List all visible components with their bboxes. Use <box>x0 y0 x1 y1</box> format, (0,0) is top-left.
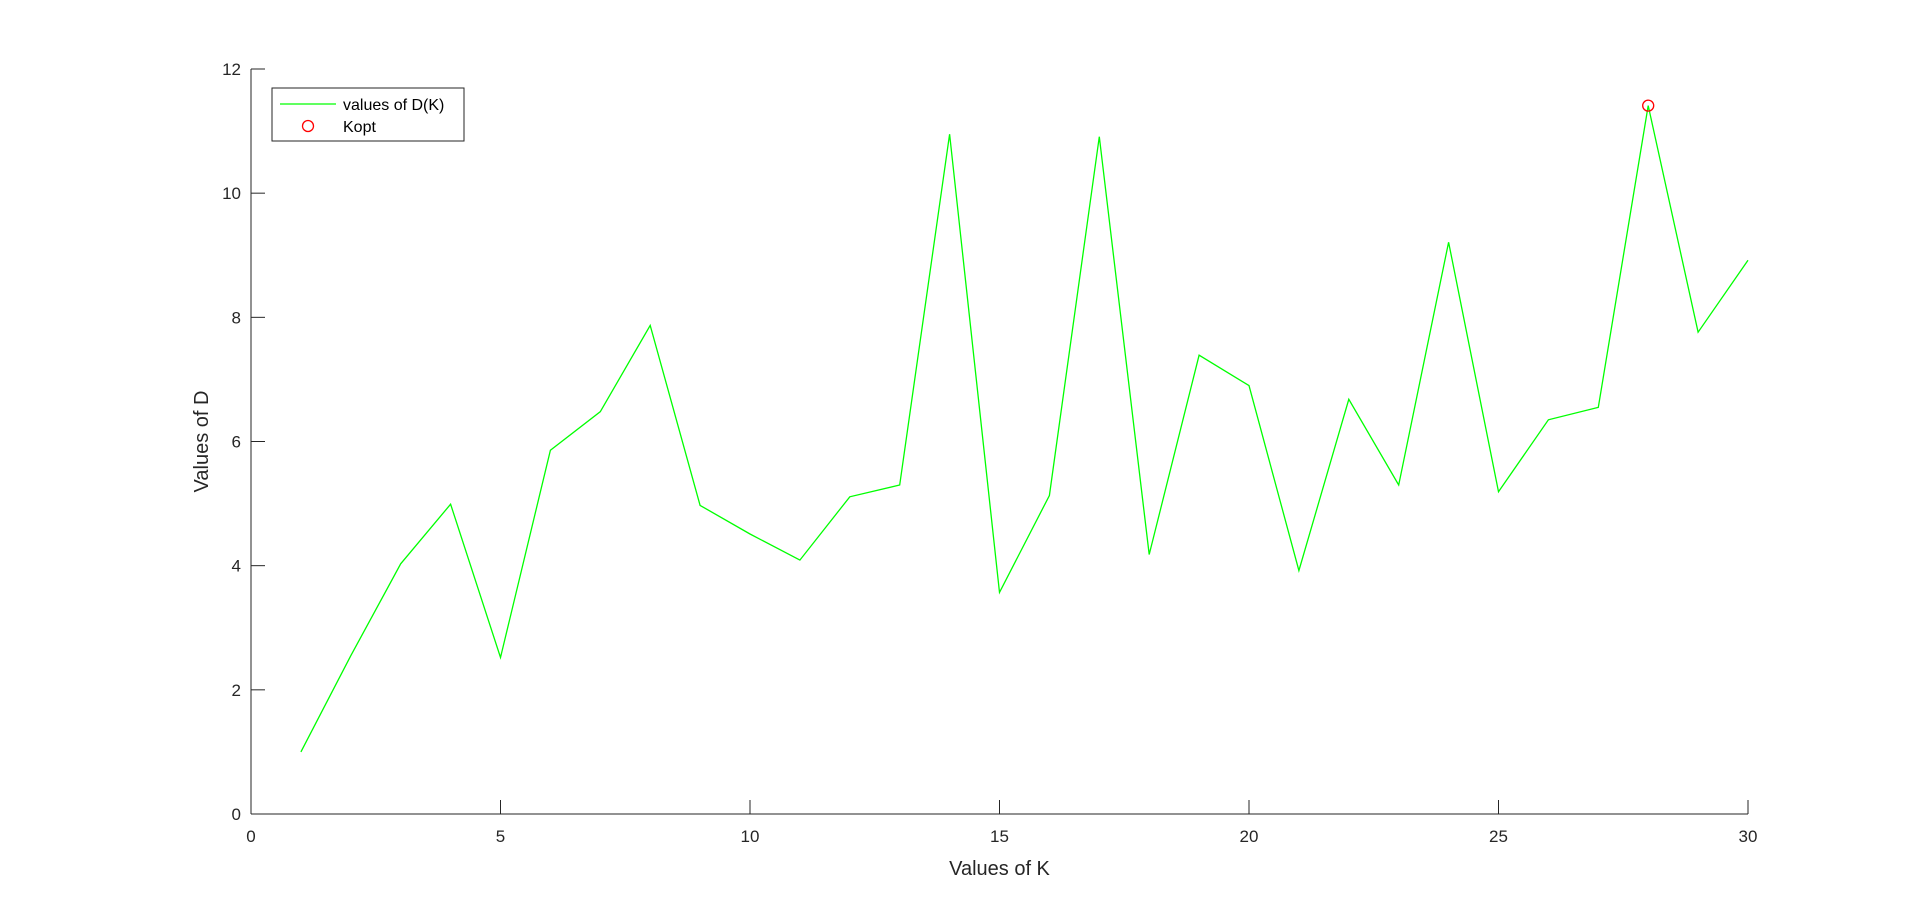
x-tick-label: 5 <box>496 827 505 846</box>
x-tick-label: 10 <box>741 827 760 846</box>
y-tick-label: 12 <box>222 60 241 79</box>
x-tick-label: 20 <box>1240 827 1259 846</box>
x-tick-label: 15 <box>990 827 1009 846</box>
y-tick-label: 4 <box>232 557 241 576</box>
y-tick-label: 6 <box>232 433 241 452</box>
y-tick-label: 2 <box>232 681 241 700</box>
axes-background <box>251 69 1748 814</box>
x-tick-label: 30 <box>1739 827 1758 846</box>
y-axis-title: Values of D <box>191 391 213 493</box>
x-tick-label: 25 <box>1489 827 1508 846</box>
legend-marker-swatch <box>301 119 315 133</box>
y-tick-label: 0 <box>232 805 241 824</box>
series-line <box>300 105 1749 753</box>
x-axis: 0 5 10 15 20 25 30 <box>246 800 1757 846</box>
legend: values of D(K) Kopt <box>271 87 465 142</box>
legend-entry-label: values of D(K) <box>343 97 444 114</box>
y-tick-label: 8 <box>232 308 241 327</box>
x-tick-label: 0 <box>246 827 255 846</box>
x-axis-title: Values of K <box>949 858 1050 880</box>
series-layer <box>300 99 1749 753</box>
kopt-marker <box>1642 99 1655 112</box>
y-axis: 0 2 4 6 8 10 12 <box>222 60 265 824</box>
y-tick-label: 10 <box>222 184 241 203</box>
legend-box <box>271 87 465 142</box>
legend-entry-label: Kopt <box>343 119 376 136</box>
